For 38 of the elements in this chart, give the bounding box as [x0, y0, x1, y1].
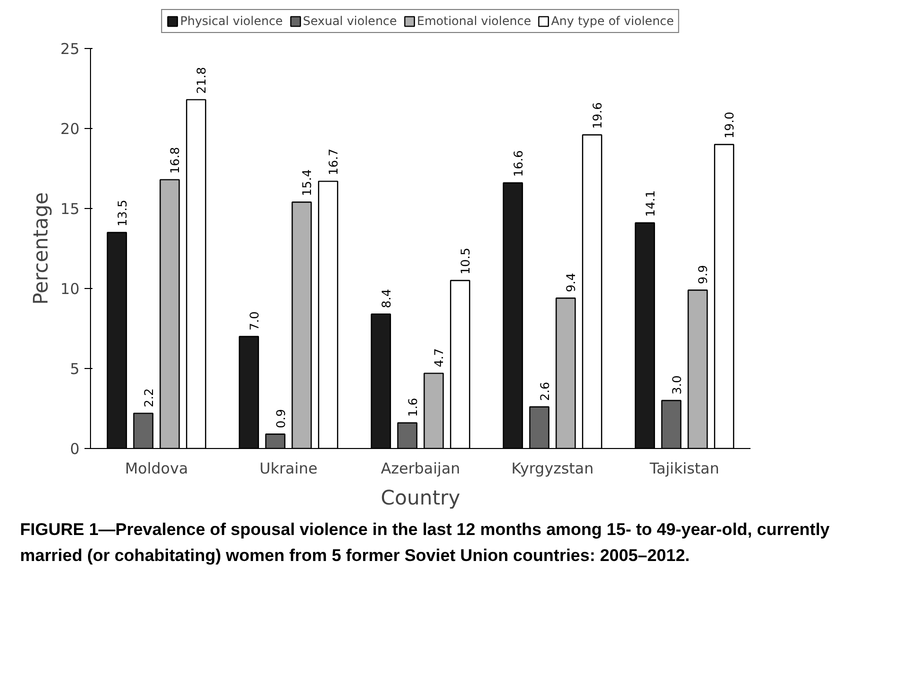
x-tick-label: Kyrgyzstan	[511, 460, 594, 478]
x-axis-title: Country	[380, 486, 460, 510]
data-label: 16.7	[326, 148, 341, 176]
legend-label: Sexual violence	[302, 14, 397, 28]
data-label: 19.0	[722, 112, 737, 138]
data-label: 3.0	[670, 375, 684, 394]
y-tick-label: 0	[70, 440, 80, 458]
data-label: 7.0	[247, 311, 262, 330]
x-tick-label: Tajikistan	[648, 460, 720, 478]
data-label: 2.2	[142, 388, 156, 408]
data-label: 15.4	[300, 169, 314, 196]
legend-label: Physical violence	[180, 14, 283, 28]
data-label: 10.5	[458, 248, 473, 274]
data-label: 9.9	[696, 265, 710, 284]
y-axis-title: Percentage	[28, 192, 52, 305]
data-label: 8.4	[379, 289, 394, 308]
data-label: 9.4	[564, 273, 578, 292]
legend-label: Emotional violence	[416, 14, 532, 28]
data-label: 1.6	[406, 398, 420, 417]
data-label: 4.7	[432, 348, 446, 368]
y-tick-label: 5	[70, 360, 80, 378]
data-label: 21.8	[194, 66, 209, 94]
legend-label: Any type of violence	[551, 14, 674, 28]
data-label: 16.6	[511, 150, 526, 177]
data-label: 0.9	[274, 409, 288, 428]
x-tick-label: Moldova	[124, 460, 188, 478]
data-label: 14.1	[643, 190, 658, 217]
data-label: 13.5	[115, 200, 130, 226]
x-tick-label: Azerbaijan	[380, 460, 460, 478]
caption: FIGURE 1—Prevalence of spousal violence in the last 12 months among 15- to 49-year-old, currently married (or cohabitating) women from 5 former Soviet Union countries: 2005–2012.	[20, 519, 831, 567]
data-label: 2.6	[538, 382, 552, 401]
y-tick-label: 25	[60, 40, 80, 58]
data-label: 16.8	[168, 146, 182, 174]
y-tick-label: 10	[60, 280, 80, 298]
x-tick-label: Ukraine	[260, 460, 318, 478]
y-tick-label: 15	[60, 200, 80, 218]
data-label: 19.6	[590, 102, 605, 129]
y-tick-label: 20	[60, 120, 80, 138]
